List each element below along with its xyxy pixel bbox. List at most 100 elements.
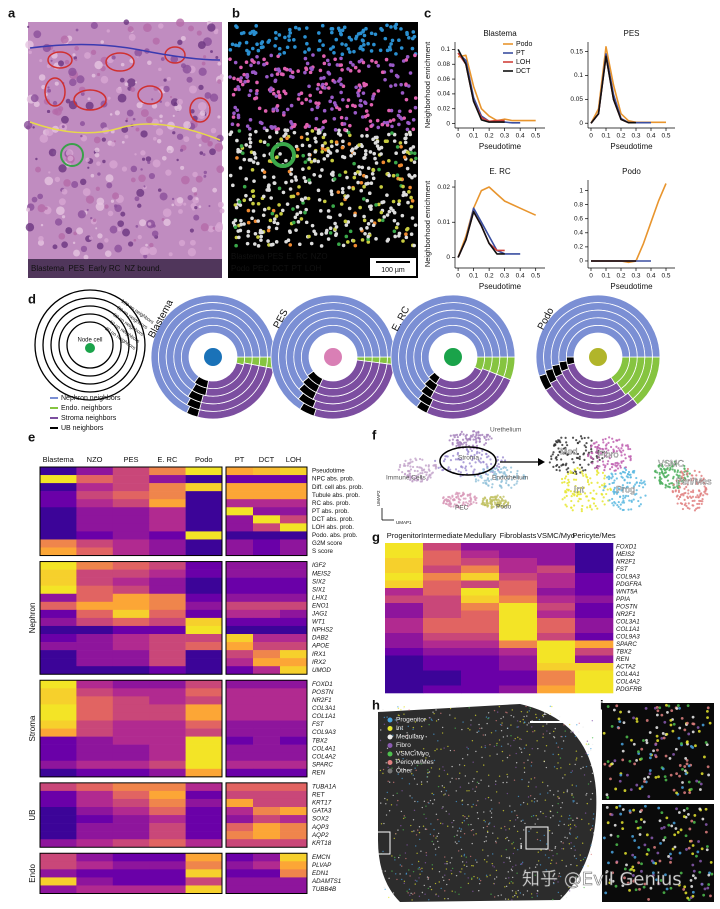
heatmap-cell — [423, 543, 462, 551]
cell-dot — [520, 751, 523, 754]
cell-dot — [574, 735, 577, 738]
cell-dot — [386, 716, 388, 718]
umap-point — [462, 502, 465, 505]
umap-point — [574, 485, 577, 488]
tissue-texture — [209, 93, 219, 102]
umap-point — [680, 470, 683, 473]
tissue-texture — [94, 60, 103, 70]
cell-dot — [433, 712, 435, 715]
cell-dot — [685, 848, 688, 851]
cell-dot — [523, 762, 525, 764]
cell-dot — [627, 710, 631, 714]
heatmap-cell — [112, 475, 150, 484]
cell-dot — [490, 893, 492, 895]
tissue-texture — [52, 244, 58, 250]
cell-dot — [640, 747, 644, 751]
heatmap-cell — [40, 853, 77, 862]
cell-dot — [545, 843, 548, 845]
cell-dot — [237, 129, 242, 133]
heatmap-cell — [575, 595, 614, 604]
cell-dot — [692, 820, 696, 824]
cell-dot — [443, 786, 445, 789]
series-line — [457, 210, 505, 258]
heatmap-cell — [253, 744, 281, 753]
cell-dot — [466, 754, 469, 756]
cell-dot — [245, 241, 250, 246]
tissue-texture — [152, 159, 161, 168]
tissue-texture — [85, 157, 90, 163]
cell-dot — [330, 158, 334, 163]
cell-dot — [495, 876, 498, 878]
heatmap-cell — [76, 680, 114, 689]
cell-dot — [516, 814, 518, 817]
cell-dot — [366, 41, 370, 46]
umap-point — [612, 440, 615, 443]
cell-dot — [462, 721, 464, 723]
umap-point — [477, 479, 480, 482]
cell-dot — [561, 848, 563, 850]
cell-dot — [326, 237, 331, 241]
umap-point — [676, 494, 679, 497]
x-axis-label: Pseudotime — [479, 142, 522, 151]
umap-point — [635, 476, 638, 480]
cell-dot — [457, 850, 460, 852]
heatmap-cell — [385, 663, 424, 671]
cell-dot — [706, 886, 710, 890]
heatmap-cell — [423, 558, 462, 566]
row-label: COL4A2 — [312, 753, 336, 760]
y-tick-label: 0 — [446, 254, 450, 261]
cell-dot — [253, 30, 258, 35]
heatmap-cell — [149, 680, 186, 689]
cell-dot — [631, 834, 635, 838]
cell-dot — [360, 115, 365, 119]
heatmap-cell — [499, 670, 538, 679]
cell-dot — [669, 773, 673, 777]
cell-dot — [274, 130, 279, 135]
heatmap-cell — [226, 696, 254, 705]
cell-dot — [628, 809, 632, 813]
heatmap-cell — [280, 547, 308, 556]
tissue-texture — [48, 148, 57, 157]
heatmap-cell — [575, 648, 614, 656]
cell-dot — [455, 790, 457, 792]
umap-point — [667, 473, 670, 477]
cell-dot — [604, 891, 608, 895]
cell-dot — [316, 82, 321, 87]
cell-dot — [552, 882, 555, 884]
heatmap-cell — [537, 648, 576, 656]
row-label: POSTN — [312, 689, 334, 696]
cell-dot — [587, 865, 589, 867]
cell-dot — [574, 881, 576, 883]
cell-dot — [678, 726, 682, 730]
umap-point — [448, 495, 451, 499]
cell-dot — [548, 884, 550, 886]
umap-point — [627, 445, 630, 448]
heatmap-cell — [575, 588, 614, 596]
y-tick-label: 0.15 — [570, 48, 583, 55]
umap-point — [577, 500, 580, 503]
cell-dot — [233, 105, 237, 110]
umap-point — [633, 493, 637, 496]
cell-dot — [449, 749, 452, 752]
heatmap-cell — [226, 499, 254, 508]
cell-dot — [291, 220, 296, 225]
umap-point — [596, 481, 599, 484]
umap-point — [677, 476, 680, 479]
cell-dot — [702, 893, 706, 897]
umap-point — [598, 458, 601, 462]
umap-point — [557, 453, 560, 457]
cell-dot — [287, 38, 291, 42]
cell-dot — [514, 819, 517, 821]
heatmap-cell — [40, 577, 77, 586]
cell-dot — [474, 714, 477, 717]
heatmap-cell — [253, 798, 281, 808]
cell-dot — [236, 149, 240, 154]
cell-dot — [411, 830, 413, 833]
cell-dot — [680, 742, 683, 745]
umap-point — [626, 481, 629, 484]
tissue-texture — [212, 187, 218, 193]
tissue-texture — [216, 165, 225, 174]
cell-dot — [697, 840, 700, 843]
heatmap-cell — [253, 499, 281, 508]
umap-point — [595, 441, 598, 444]
